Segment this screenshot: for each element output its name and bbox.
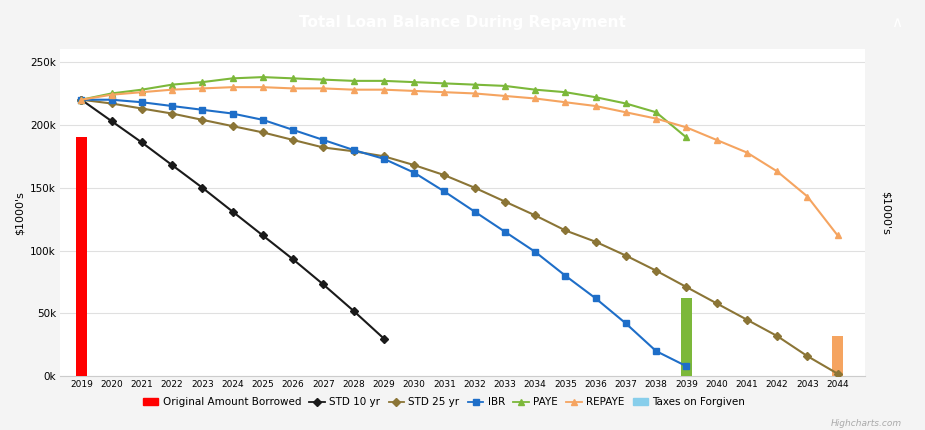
Text: ∧: ∧: [891, 15, 902, 30]
Bar: [681, 298, 692, 376]
Y-axis label: $1000's: $1000's: [15, 191, 25, 235]
Legend: Original Amount Borrowed, STD 10 yr, STD 25 yr, IBR, PAYE, REPAYE, Taxes on Forg: Original Amount Borrowed, STD 10 yr, STD…: [139, 393, 749, 412]
Text: Highcharts.com: Highcharts.com: [831, 419, 902, 428]
Text: Total Loan Balance During Repayment: Total Loan Balance During Repayment: [299, 15, 626, 30]
Bar: [76, 138, 87, 376]
Y-axis label: $1000's: $1000's: [881, 191, 891, 235]
Bar: [832, 336, 844, 376]
